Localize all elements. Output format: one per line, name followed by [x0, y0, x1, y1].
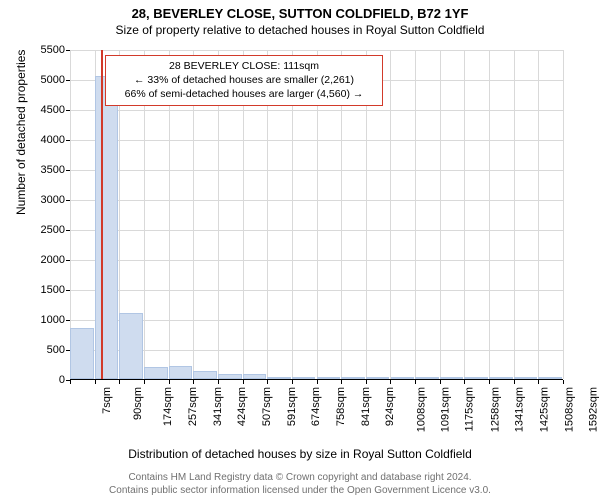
footer-line-1: Contains HM Land Registry data © Crown c…: [0, 471, 600, 484]
x-tick-label: 758sqm: [335, 387, 347, 426]
x-tick-label: 1508sqm: [563, 387, 575, 432]
histogram-bar: [464, 377, 488, 379]
x-tick-label: 1592sqm: [588, 387, 600, 432]
annotation-line: 28 BEVERLEY CLOSE: 111sqm: [112, 59, 376, 73]
page-title: 28, BEVERLEY CLOSE, SUTTON COLDFIELD, B7…: [0, 6, 600, 21]
histogram-bar: [317, 377, 341, 379]
plot-area: 28 BEVERLEY CLOSE: 111sqm← 33% of detach…: [70, 50, 563, 380]
y-tick-label: 4500: [25, 104, 65, 116]
x-tick-mark: [440, 380, 441, 384]
x-tick-label: 424sqm: [236, 387, 248, 426]
histogram-bar: [119, 313, 143, 379]
x-tick-label: 257sqm: [187, 387, 199, 426]
histogram-bar: [538, 377, 562, 379]
grid-line-v: [563, 50, 564, 379]
x-tick-mark: [464, 380, 465, 384]
histogram-bar: [341, 377, 365, 379]
x-tick-mark: [563, 380, 564, 384]
y-tick-label: 2500: [25, 224, 65, 236]
x-tick-label: 1258sqm: [489, 387, 501, 432]
histogram-bar: [169, 366, 193, 379]
annotation-callout: 28 BEVERLEY CLOSE: 111sqm← 33% of detach…: [105, 55, 383, 106]
histogram-bar: [193, 371, 217, 379]
histogram-bar: [440, 377, 464, 379]
grid-line-v: [464, 50, 465, 379]
x-tick-mark: [218, 380, 219, 384]
y-tick-label: 3500: [25, 164, 65, 176]
histogram-bar: [489, 377, 513, 379]
x-tick-label: 924sqm: [384, 387, 396, 426]
y-tick-label: 2000: [25, 254, 65, 266]
histogram-bar: [415, 377, 439, 379]
y-tick-label: 1000: [25, 314, 65, 326]
y-tick-label: 5500: [25, 44, 65, 56]
x-tick-mark: [341, 380, 342, 384]
bar-chart: 28 BEVERLEY CLOSE: 111sqm← 33% of detach…: [70, 50, 563, 410]
histogram-bar: [218, 374, 242, 379]
x-tick-label: 674sqm: [310, 387, 322, 426]
histogram-bar: [144, 367, 168, 379]
x-tick-mark: [366, 380, 367, 384]
grid-line-v: [415, 50, 416, 379]
x-tick-mark: [292, 380, 293, 384]
grid-line-v: [514, 50, 515, 379]
footer-attribution: Contains HM Land Registry data © Crown c…: [0, 471, 600, 497]
x-tick-mark: [267, 380, 268, 384]
grid-line-v: [440, 50, 441, 379]
x-tick-label: 7sqm: [101, 387, 113, 414]
x-tick-mark: [415, 380, 416, 384]
x-axis-label: Distribution of detached houses by size …: [0, 447, 600, 461]
x-tick-mark: [243, 380, 244, 384]
annotation-line: 66% of semi-detached houses are larger (…: [112, 87, 376, 101]
x-tick-mark: [193, 380, 194, 384]
grid-line-v: [489, 50, 490, 379]
histogram-bar: [514, 377, 538, 379]
y-tick-label: 0: [25, 374, 65, 386]
x-tick-label: 1175sqm: [464, 387, 476, 431]
histogram-bar: [292, 377, 316, 379]
x-tick-label: 341sqm: [212, 387, 224, 426]
highlight-marker-line: [101, 50, 103, 379]
x-tick-label: 841sqm: [360, 387, 372, 426]
histogram-bar: [366, 377, 390, 379]
histogram-bar: [95, 76, 119, 379]
histogram-bar: [243, 374, 267, 379]
grid-line-v: [538, 50, 539, 379]
annotation-line: ← 33% of detached houses are smaller (2,…: [112, 73, 376, 87]
footer-line-2: Contains public sector information licen…: [0, 484, 600, 497]
x-tick-label: 90sqm: [132, 387, 144, 420]
histogram-bar: [391, 377, 415, 379]
x-tick-mark: [169, 380, 170, 384]
x-tick-mark: [144, 380, 145, 384]
histogram-bar: [267, 377, 291, 379]
x-tick-label: 1091sqm: [440, 387, 452, 432]
y-tick-label: 500: [25, 344, 65, 356]
y-tick-label: 3000: [25, 194, 65, 206]
x-tick-label: 174sqm: [162, 387, 174, 426]
y-tick-label: 4000: [25, 134, 65, 146]
grid-line-v: [390, 50, 391, 379]
x-tick-mark: [538, 380, 539, 384]
histogram-bar: [70, 328, 94, 379]
y-tick-label: 5000: [25, 74, 65, 86]
x-tick-mark: [317, 380, 318, 384]
x-tick-mark: [70, 380, 71, 384]
x-tick-label: 507sqm: [261, 387, 273, 426]
y-tick-label: 1500: [25, 284, 65, 296]
x-tick-mark: [489, 380, 490, 384]
x-tick-mark: [390, 380, 391, 384]
y-axis-label: Number of detached properties: [14, 50, 28, 215]
x-tick-label: 1425sqm: [538, 387, 550, 432]
page-subtitle: Size of property relative to detached ho…: [0, 23, 600, 37]
x-tick-label: 591sqm: [286, 387, 298, 426]
x-tick-label: 1008sqm: [415, 387, 427, 432]
x-tick-label: 1341sqm: [514, 387, 526, 432]
x-tick-mark: [119, 380, 120, 384]
x-tick-mark: [514, 380, 515, 384]
x-tick-mark: [95, 380, 96, 384]
